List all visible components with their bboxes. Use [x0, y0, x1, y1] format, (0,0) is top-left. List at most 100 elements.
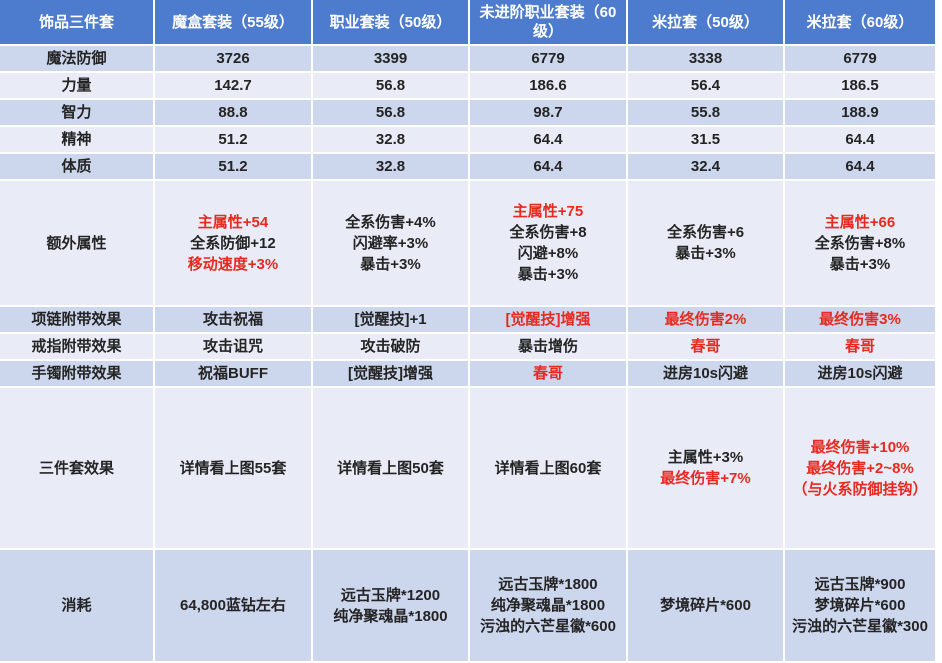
- value-line: 攻击诅咒: [202, 338, 263, 355]
- value-cell: 64.4: [470, 154, 626, 179]
- value-cell: 6779: [470, 46, 626, 71]
- value-line: 88.8: [218, 104, 248, 121]
- value-cell-lines: 56.8: [319, 75, 462, 96]
- value-cell-lines: 3726: [161, 48, 305, 69]
- value-cell: 188.9: [785, 100, 935, 125]
- value-cell-lines: 攻击祝福: [161, 309, 305, 330]
- column-header-cell: 职业套装（50级）: [313, 0, 468, 44]
- value-cell-lines: 远古玉牌*900 梦境碎片*600 污浊的六芒星徽*300: [791, 574, 929, 637]
- row-label-cell: 消耗: [0, 550, 153, 661]
- value-cell-lines: 远古玉牌*1200 纯净聚魂晶*1800: [319, 585, 462, 627]
- value-line: 详情看上图60套: [494, 459, 602, 477]
- value-cell-lines: 春哥: [634, 336, 777, 357]
- value-cell-lines: 64.4: [791, 156, 929, 177]
- value-cell: 主属性+3% 最终伤害+7%: [628, 388, 783, 548]
- value-cell-lines: [觉醒技]+1: [319, 309, 462, 330]
- value-line: 梦境碎片*600: [660, 597, 751, 614]
- value-cell: 远古玉牌*900 梦境碎片*600 污浊的六芒星徽*300: [785, 550, 935, 661]
- value-cell-lines: 188.9: [791, 102, 929, 123]
- value-cell-lines: 最终伤害+10% 最终伤害+2~8% （与火系防御挂钩）: [791, 437, 929, 500]
- value-cell: 98.7: [470, 100, 626, 125]
- value-cell: 186.5: [785, 73, 935, 98]
- value-cell-lines: 88.8: [161, 102, 305, 123]
- value-line: 污浊的六芒星徽*300: [792, 618, 928, 635]
- row-label-cell: 三件套效果: [0, 388, 153, 548]
- row-label-cell: 体质: [0, 154, 153, 179]
- value-line: 攻击破防: [360, 338, 421, 355]
- value-cell: 暴击增伤: [470, 334, 626, 359]
- value-line: 远古玉牌*1800: [498, 576, 598, 593]
- value-line: 98.7: [533, 104, 563, 121]
- value-line: 55.8: [690, 104, 721, 121]
- value-line: 51.2: [218, 131, 248, 148]
- value-cell-lines: 31.5: [634, 129, 777, 150]
- value-cell: 51.2: [155, 154, 311, 179]
- value-cell: 攻击诅咒: [155, 334, 311, 359]
- row-label-cell: 项链附带效果: [0, 307, 153, 332]
- value-cell-lines: [觉醒技]增强: [319, 363, 462, 384]
- row-label-cell: 手镯附带效果: [0, 361, 153, 386]
- value-cell-lines: 春哥: [476, 363, 620, 384]
- value-cell: 64.4: [470, 127, 626, 152]
- value-cell: 主属性+66 全系伤害+8% 暴击+3%: [785, 181, 935, 305]
- value-cell: [觉醒技]增强: [313, 361, 468, 386]
- value-line: 暴击+3%: [675, 245, 736, 262]
- value-cell: 进房10s闪避: [785, 361, 935, 386]
- value-cell: 32.8: [313, 127, 468, 152]
- value-cell: 64,800蓝钻左右: [155, 550, 311, 661]
- value-line-highlight: 最终伤害+7%: [660, 470, 751, 487]
- value-cell: 186.6: [470, 73, 626, 98]
- value-cell-lines: 攻击诅咒: [161, 336, 305, 357]
- value-line: 142.7: [214, 77, 252, 94]
- row-label-cell: 额外属性: [0, 181, 153, 305]
- value-line-highlight: 主属性+66: [824, 213, 896, 231]
- value-cell: 最终伤害3%: [785, 307, 935, 332]
- value-cell: 51.2: [155, 127, 311, 152]
- value-line: [觉醒技]增强: [348, 365, 433, 382]
- value-line: 全系伤害+6: [666, 224, 745, 241]
- value-cell: 全系伤害+6 暴击+3%: [628, 181, 783, 305]
- value-cell: [觉醒技]增强: [470, 307, 626, 332]
- value-line: 64.4: [845, 131, 875, 148]
- value-cell-lines: 142.7: [161, 75, 305, 96]
- value-cell: 64.4: [785, 154, 935, 179]
- value-cell: 56.8: [313, 100, 468, 125]
- value-cell: 32.4: [628, 154, 783, 179]
- value-cell-lines: 64.4: [476, 156, 620, 177]
- value-cell-lines: 3399: [319, 48, 462, 69]
- value-cell-lines: 暴击增伤: [476, 336, 620, 357]
- column-header-cell: 未进阶职业套装（60级）: [470, 0, 626, 44]
- column-header-cell: 魔盒套装（55级）: [155, 0, 311, 44]
- value-line: 暴击+3%: [517, 266, 579, 283]
- value-line: 全系伤害+4%: [345, 213, 436, 231]
- value-cell: 31.5: [628, 127, 783, 152]
- value-cell-lines: 主属性+3% 最终伤害+7%: [634, 447, 777, 489]
- value-line: 186.5: [841, 77, 879, 94]
- value-line: 3338: [688, 50, 723, 67]
- value-line-highlight: 春哥: [532, 365, 563, 382]
- row-label-cell: 力量: [0, 73, 153, 98]
- value-line: 纯净聚魂晶*1800: [333, 607, 448, 625]
- value-cell: 详情看上图55套: [155, 388, 311, 548]
- row-label-cell: 魔法防御: [0, 46, 153, 71]
- value-cell: 最终伤害+10% 最终伤害+2~8% （与火系防御挂钩）: [785, 388, 935, 548]
- value-cell-lines: 98.7: [476, 102, 620, 123]
- value-cell-lines: 32.8: [319, 129, 462, 150]
- value-line: 3726: [216, 50, 250, 67]
- value-line: 6779: [843, 50, 877, 67]
- value-line: 64.4: [845, 158, 875, 175]
- value-cell-lines: 64.4: [476, 129, 620, 150]
- value-cell: 主属性+54 全系防御+12 移动速度+3%: [155, 181, 311, 305]
- value-cell-lines: 主属性+54 全系防御+12 移动速度+3%: [161, 212, 305, 275]
- value-line: 全系伤害+8%: [814, 234, 906, 252]
- value-cell-lines: 最终伤害3%: [791, 309, 929, 330]
- value-cell-lines: 进房10s闪避: [634, 363, 777, 384]
- value-cell-lines: 祝福BUFF: [161, 363, 305, 384]
- row-label-cell: 精神: [0, 127, 153, 152]
- value-line: 32.4: [690, 158, 721, 175]
- value-cell: 进房10s闪避: [628, 361, 783, 386]
- value-cell-lines: 梦境碎片*600: [634, 595, 777, 616]
- value-line-highlight: 春哥: [690, 338, 721, 355]
- value-line: 56.4: [690, 77, 721, 94]
